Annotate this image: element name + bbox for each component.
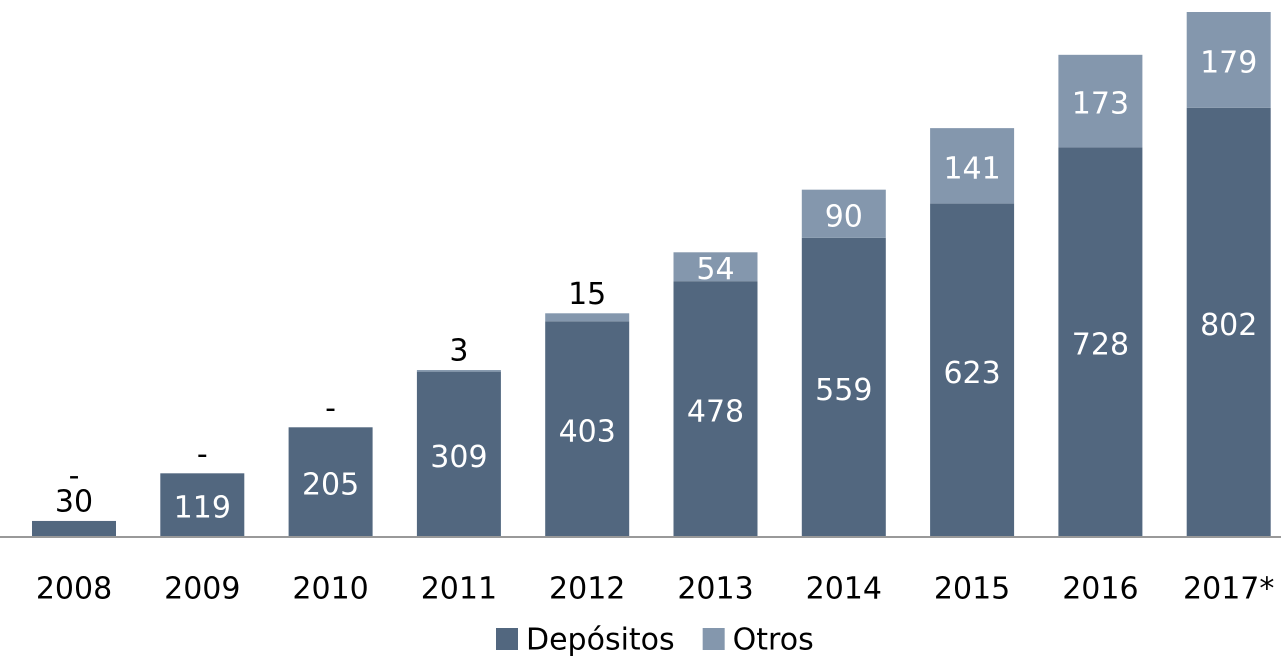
value-label: 403 [559,415,616,450]
legend-swatch [496,628,518,650]
x-tick-label: 2014 [806,572,882,607]
value-label: 623 [943,356,1000,391]
bar-segment [32,520,116,537]
bar-segment [673,281,758,537]
value-label: 478 [687,395,744,430]
value-label: 309 [430,440,487,475]
bar-segment [673,252,758,282]
value-label: 179 [1200,45,1257,80]
x-tick-label: 2016 [1062,572,1138,607]
bar-segment [1058,54,1143,148]
value-label: 3 [449,334,468,369]
x-tick-label: 2011 [421,572,497,607]
value-label: 141 [943,151,1000,186]
bar-segment [160,473,245,537]
legend-swatch [702,628,725,650]
value-label: 205 [302,468,359,503]
value-label: - [325,391,336,426]
x-tick-label: 2010 [292,572,368,607]
value-label: 90 [825,199,863,234]
bar-segment [416,370,501,372]
value-label: 559 [815,373,872,408]
value-label: 728 [1072,328,1129,363]
bar-segment [1186,12,1271,108]
bar-segment [1058,147,1143,537]
x-tick-label: 2009 [164,572,240,607]
legend-label: Otros [733,623,814,658]
bar-segment [416,371,501,537]
legend-label: Depósitos [526,623,675,658]
bar-segment [1186,107,1271,537]
x-tick-label: 2015 [934,572,1010,607]
value-label: 802 [1200,308,1257,343]
bar-segment [545,321,630,537]
x-tick-label: 2017* [1183,572,1274,607]
x-tick-label: 2013 [677,572,753,607]
value-label: 119 [174,491,231,526]
value-label: - [69,458,80,493]
value-label: 54 [696,252,734,287]
value-label: 30 [55,484,93,519]
bar-segment [801,189,886,238]
x-tick-label: 2012 [549,572,625,607]
bar-segment [930,128,1015,204]
value-label: 173 [1072,87,1129,122]
bar-segment [801,237,886,537]
bar-segment [930,203,1015,537]
bar-segment [545,313,630,322]
value-label: 15 [568,277,606,312]
x-tick-label: 2008 [36,572,112,607]
value-label: - [197,437,208,472]
bar-segment [288,427,373,537]
